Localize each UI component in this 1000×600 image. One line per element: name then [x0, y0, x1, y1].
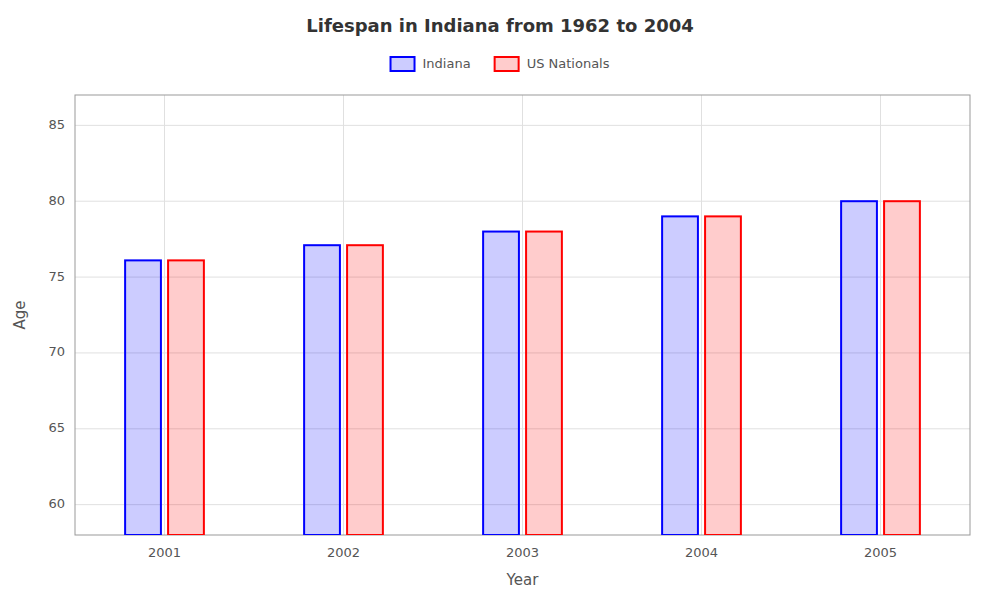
- chart: 60 65 70 75 80 85 2001 2002 2003 2004 2005 Year Age L…: [0, 0, 1000, 600]
- bar: [304, 245, 340, 535]
- bars: [125, 201, 920, 535]
- x-grid-line: [880, 95, 881, 535]
- x-tick-label: 2002: [327, 545, 360, 560]
- title: Lifespan in Indiana from 1962 to 2004: [306, 15, 694, 36]
- legend-swatch: [495, 57, 519, 71]
- y-axis-label: Age: [11, 300, 29, 329]
- x-tick-label: 2003: [506, 545, 539, 560]
- legend-label: Indiana: [423, 56, 471, 71]
- bar: [125, 260, 161, 535]
- x-grid-line: [164, 95, 165, 535]
- bar: [347, 245, 383, 535]
- bar: [705, 216, 741, 535]
- y-tick-label: 80: [48, 193, 65, 208]
- x-grid-line: [522, 95, 523, 535]
- x-tick-label: 2004: [685, 545, 718, 560]
- bar: [662, 216, 698, 535]
- legend-item: Indiana: [391, 56, 471, 72]
- legend-label: US Nationals: [527, 56, 610, 71]
- x-grid-line: [343, 95, 344, 535]
- x-axis-label: Year: [506, 571, 540, 589]
- legend: Indiana US Nationals: [391, 56, 610, 72]
- y-tick-label: 85: [48, 117, 65, 132]
- plot-frame: [75, 95, 970, 535]
- y-tick-label: 75: [48, 269, 65, 284]
- legend-item: US Nationals: [495, 56, 610, 72]
- bar: [884, 201, 920, 535]
- x-tick-label: 2005: [864, 545, 897, 560]
- y-tick-label: 60: [48, 496, 65, 511]
- bar: [841, 201, 877, 535]
- bar: [526, 232, 562, 535]
- bar: [168, 260, 204, 535]
- y-tick-label: 65: [48, 420, 65, 435]
- x-tick-label: 2001: [148, 545, 181, 560]
- legend-swatch: [391, 57, 415, 71]
- bar: [483, 232, 519, 535]
- x-grid-line: [701, 95, 702, 535]
- y-tick-label: 70: [48, 344, 65, 359]
